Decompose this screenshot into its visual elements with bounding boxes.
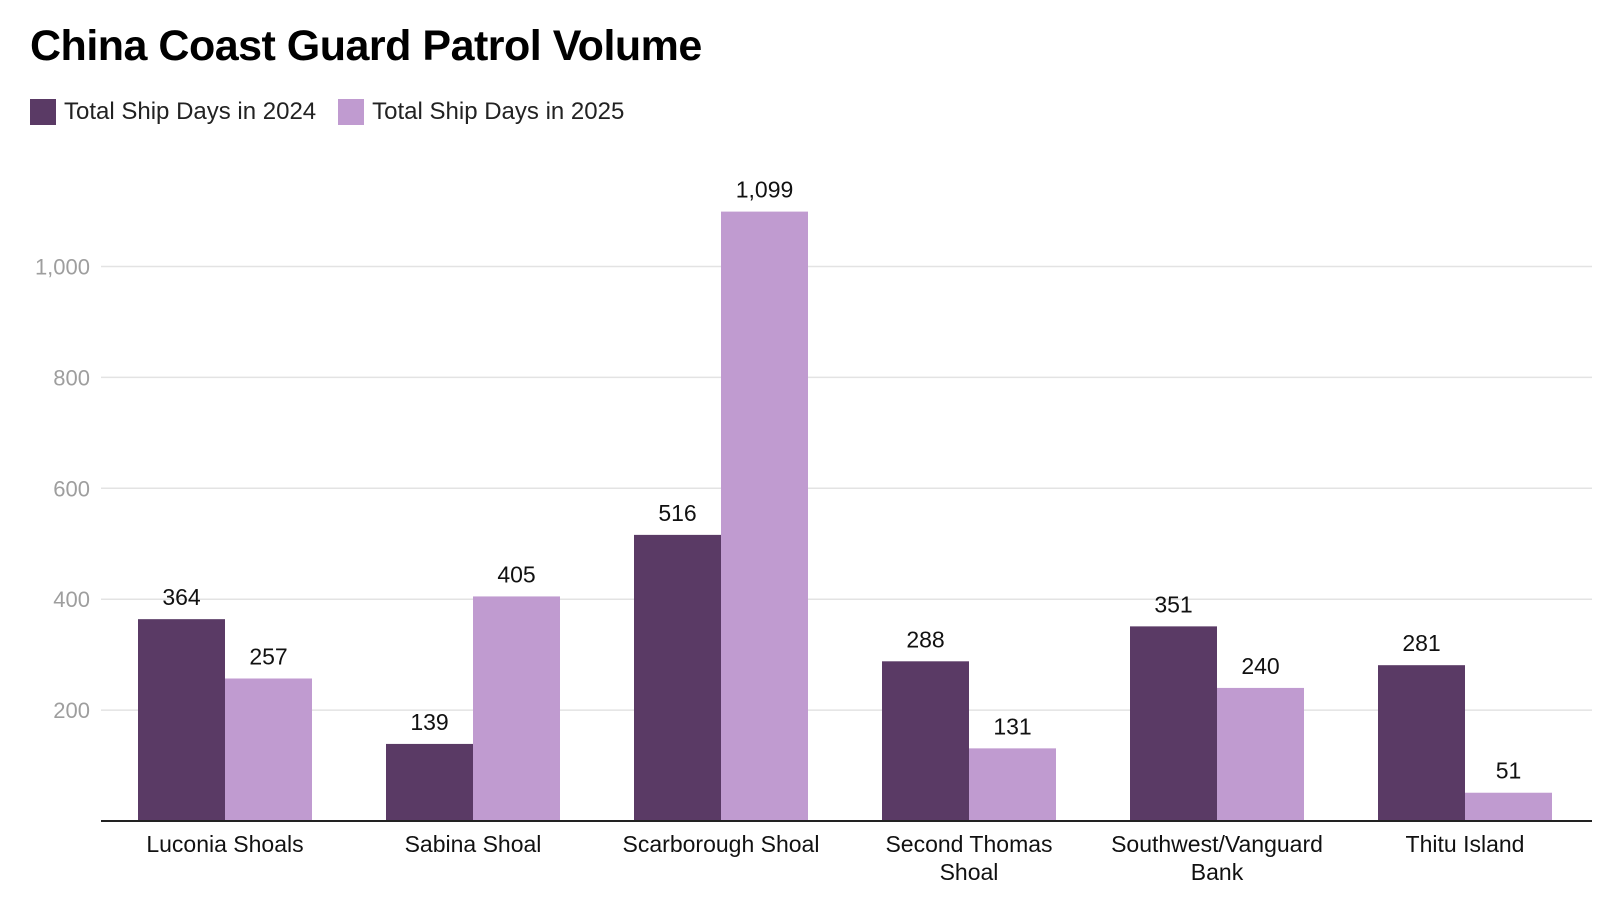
bar-2025-2 xyxy=(721,211,808,822)
value-label-2025-5: 51 xyxy=(1496,758,1522,784)
bar-2025-1 xyxy=(473,596,560,821)
bar-2025-3 xyxy=(969,748,1056,821)
value-label-2024-3: 288 xyxy=(906,626,944,652)
legend: Total Ship Days in 2024 Total Ship Days … xyxy=(30,98,646,126)
x-category-label-2: Scarborough Shoal xyxy=(623,831,820,857)
x-category-label-3: Second Thomas Shoal xyxy=(885,831,1052,885)
bar-2025-0 xyxy=(225,678,312,821)
value-label-2024-2: 516 xyxy=(658,500,696,526)
value-label-2025-3: 131 xyxy=(993,713,1031,739)
bar-2024-2 xyxy=(634,534,721,821)
legend-item-2024: Total Ship Days in 2024 xyxy=(30,98,316,126)
x-category-label-1: Sabina Shoal xyxy=(405,831,542,857)
legend-swatch-2024 xyxy=(30,99,56,125)
legend-label-2024: Total Ship Days in 2024 xyxy=(64,98,317,125)
bar-2024-3 xyxy=(882,661,969,821)
value-label-2024-4: 351 xyxy=(1154,591,1192,617)
x-category-label-5: Thitu Island xyxy=(1406,831,1525,857)
bar-2024-0 xyxy=(138,619,225,821)
value-label-2025-0: 257 xyxy=(249,643,287,669)
bar-2024-1 xyxy=(386,743,473,821)
legend-label-2025: Total Ship Days in 2025 xyxy=(372,98,625,125)
value-label-2025-1: 405 xyxy=(497,561,535,587)
value-label-2025-2: 1,099 xyxy=(736,177,794,203)
value-label-2025-4: 240 xyxy=(1241,653,1279,679)
y-tick-label-800: 800 xyxy=(53,365,90,390)
value-label-2024-1: 139 xyxy=(410,709,448,735)
legend-swatch-2025 xyxy=(338,99,365,125)
value-label-2024-5: 281 xyxy=(1402,630,1440,656)
bar-2024-4 xyxy=(1130,626,1217,821)
legend-item-2025: Total Ship Days in 2025 xyxy=(338,98,624,126)
y-tick-label-200: 200 xyxy=(53,698,90,723)
y-tick-label-1000: 1,000 xyxy=(35,255,90,280)
bar-2025-5 xyxy=(1465,792,1552,821)
bar-2025-4 xyxy=(1217,687,1304,821)
y-tick-label-400: 400 xyxy=(53,587,90,612)
bar-2024-5 xyxy=(1378,665,1465,821)
chart-title: China Coast Guard Patrol Volume xyxy=(30,22,702,70)
value-label-2024-0: 364 xyxy=(162,584,201,610)
x-category-label-4: Southwest/Vanguard Bank xyxy=(1111,831,1323,885)
y-tick-label-600: 600 xyxy=(53,476,90,501)
x-category-label-0: Luconia Shoals xyxy=(146,831,303,857)
